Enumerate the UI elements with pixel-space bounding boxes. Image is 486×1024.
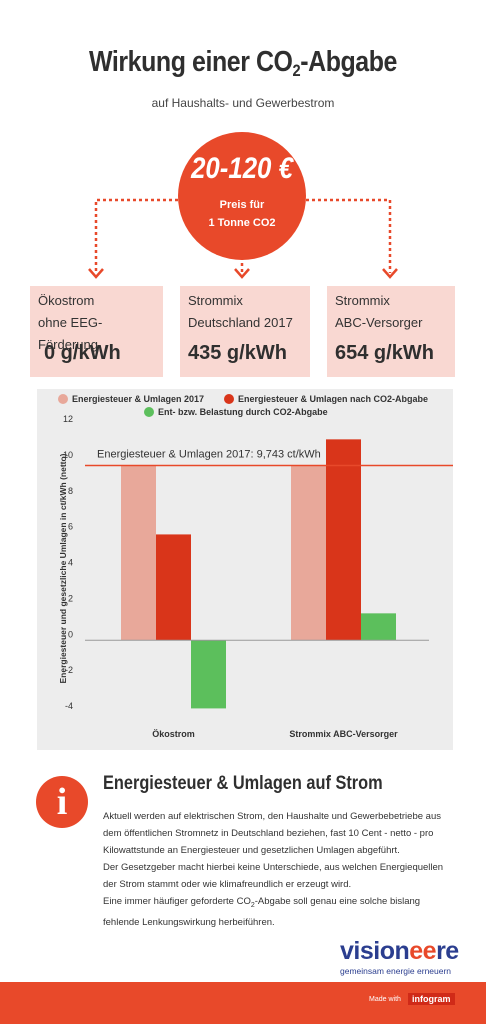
bar-1: [121, 465, 156, 641]
y-tick-label: 8: [68, 486, 73, 496]
info-paragraph: Aktuell werden auf elektrischen Strom, d…: [103, 811, 441, 856]
y-tick-label: 2: [68, 593, 73, 603]
legend-swatch: [224, 394, 234, 404]
info-body: Aktuell werden auf elektrischen Strom, d…: [103, 808, 458, 931]
reference-line-label: Energiesteuer & Umlagen 2017: 9,743 ct/k…: [97, 448, 321, 460]
legend-label: Ent- bzw. Belastung durch CO2-Abgabe: [158, 407, 328, 417]
legend-swatch: [58, 394, 68, 404]
emission-value: 0 g/kWh: [44, 342, 121, 364]
y-tick-label: 6: [68, 522, 73, 532]
connector-arrows: [88, 198, 398, 279]
info-icon: i: [36, 776, 88, 828]
footer-bar: Made with infogram: [0, 982, 486, 1024]
made-with-text: Made with: [369, 996, 401, 1003]
bar-1: [291, 465, 326, 641]
info-heading: Energiesteuer & Umlagen auf Strom: [103, 773, 383, 794]
visionere-logo: visioneere gemeinsam energie erneuern: [338, 937, 468, 977]
emission-card-strommix-de: Strommix Deutschland 2017 435 g/kWh: [180, 286, 310, 377]
x-category-label: Ökostrom: [152, 729, 195, 739]
chart-panel: Energiesteuer & Umlagen 2017 Energiesteue…: [37, 389, 453, 750]
infogram-link[interactable]: infogram: [408, 993, 455, 1005]
page-subtitle: auf Haushalts- und Gewerbestrom: [151, 96, 335, 110]
y-tick-label: 0: [68, 629, 73, 639]
bar-3: [191, 640, 226, 709]
info-paragraph: Eine immer häufiger geforderte CO2-Abgab…: [103, 896, 421, 928]
y-tick-label: 4: [68, 558, 73, 568]
emission-card-abc-versorger: Strommix ABC-Versorger 654 g/kWh: [327, 286, 455, 377]
y-tick-label: -4: [65, 701, 73, 711]
page-title: Wirkung einer CO2-Abgabe: [88, 46, 397, 80]
emission-value: 435 g/kWh: [188, 342, 287, 364]
bar-2: [326, 439, 361, 641]
info-paragraph: Der Gesetzgeber macht hierbei keine Unte…: [103, 862, 444, 890]
y-tick-label: 10: [63, 450, 73, 460]
legend-label: Energiesteuer & Umlagen nach CO2-Abgabe: [238, 394, 428, 404]
bar-chart: Energiesteuer & Umlagen 2017 Energiesteue…: [58, 394, 453, 739]
legend-swatch: [144, 407, 154, 417]
price-caption: Preis für 1 Tonne CO2: [208, 199, 276, 229]
bar-3: [361, 613, 396, 641]
price-circle: 20-120 € Preis für 1 Tonne CO2: [178, 132, 306, 260]
x-category-label: Strommix ABC-Versorger: [289, 729, 398, 739]
price-value: 20-120 €: [191, 152, 293, 185]
emission-card-oekostrom: Ökostrom ohne EEG-Förderung 0 g/kWh: [30, 286, 163, 377]
y-axis-label: Energiesteuer und gesetzliche Umlagen in…: [58, 453, 68, 683]
y-tick-label: -2: [65, 665, 73, 675]
bar-2: [156, 534, 191, 641]
logo-wordmark: visioneere: [340, 937, 459, 965]
logo-tagline: gemeinsam energie erneuern: [340, 966, 452, 976]
legend-label: Energiesteuer & Umlagen 2017: [72, 394, 204, 404]
y-tick-label: 12: [63, 414, 73, 424]
emission-value: 654 g/kWh: [335, 342, 434, 364]
